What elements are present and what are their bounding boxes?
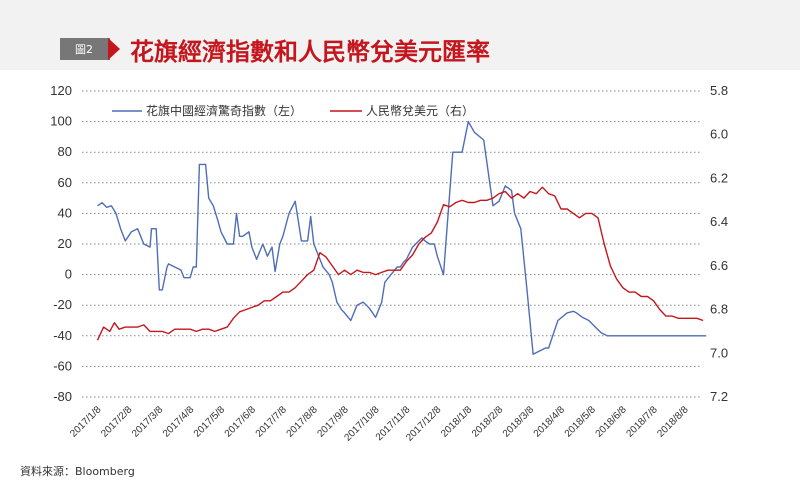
x-tick-label: 2017/8/8 — [285, 404, 321, 440]
left-axis-ticks: 120 100 80 60 40 20 0 -20 -40 -60 -80 — [50, 83, 72, 404]
chart-title: 花旗經濟指數和人民幣兌美元匯率 — [130, 37, 490, 66]
x-axis-ticks: 2017/1/82017/2/82017/3/82017/4/82017/5/8… — [68, 404, 691, 444]
right-tick-label: 6.6 — [710, 258, 728, 273]
right-tick-label: 6.0 — [710, 127, 728, 142]
x-tick-label: 2018/3/8 — [501, 404, 537, 440]
series-layer — [96, 120, 707, 355]
x-tick-label: 2018/7/8 — [624, 404, 660, 440]
badge-arrow — [108, 38, 120, 60]
left-tick-label: 60 — [58, 175, 72, 190]
x-tick-label: 2017/3/8 — [130, 404, 166, 440]
right-tick-label: 7.2 — [710, 389, 728, 404]
figure-badge — [60, 38, 110, 60]
left-tick-label: 40 — [58, 205, 72, 220]
header-band — [0, 0, 800, 70]
series-line-cny-usd — [96, 186, 704, 341]
x-tick-label: 2018/5/8 — [563, 404, 599, 440]
left-tick-label: 20 — [58, 236, 72, 251]
left-tick-label: 100 — [50, 114, 72, 129]
x-tick-label: 2018/1/8 — [439, 404, 475, 440]
legend: 花旗中國經濟驚奇指數（左） 人民幣兌美元（右） — [112, 103, 474, 118]
right-axis-ticks: 5.8 6.0 6.2 6.4 6.6 6.8 7.0 7.2 — [710, 83, 728, 404]
x-tick-label: 2018/4/8 — [532, 404, 568, 440]
x-tick-label: 2018/6/8 — [594, 404, 630, 440]
left-tick-label: 0 — [65, 267, 72, 282]
left-tick-label: -60 — [53, 358, 72, 373]
x-tick-label: 2017/7/8 — [254, 404, 290, 440]
legend-label-citi: 花旗中國經濟驚奇指數（左） — [146, 103, 302, 118]
grid — [82, 90, 700, 398]
left-tick-label: 80 — [58, 144, 72, 159]
x-tick-label: 2017/5/8 — [192, 404, 228, 440]
right-tick-label: 7.0 — [710, 345, 728, 360]
legend-label-cny: 人民幣兌美元（右） — [366, 103, 474, 118]
x-tick-label: 2018/2/8 — [470, 404, 506, 440]
x-tick-label: 2017/2/8 — [99, 404, 135, 440]
source-note: 資料來源：Bloomberg — [20, 464, 135, 478]
left-tick-label: -20 — [53, 297, 72, 312]
figure-badge-label: 圖2 — [75, 43, 93, 56]
left-tick-label: 120 — [50, 83, 72, 98]
right-tick-label: 6.4 — [710, 214, 728, 229]
right-tick-label: 6.2 — [710, 170, 728, 185]
series-line-citi-surprise — [97, 120, 707, 355]
x-tick-label: 2017/1/8 — [68, 404, 104, 440]
left-tick-label: -40 — [53, 328, 72, 343]
right-tick-label: 6.8 — [710, 302, 728, 317]
x-tick-label: 2018/8/8 — [655, 404, 691, 440]
left-tick-label: -80 — [53, 389, 72, 404]
x-tick-label: 2017/6/8 — [223, 404, 259, 440]
right-tick-label: 5.8 — [710, 83, 728, 98]
x-tick-label: 2017/4/8 — [161, 404, 197, 440]
